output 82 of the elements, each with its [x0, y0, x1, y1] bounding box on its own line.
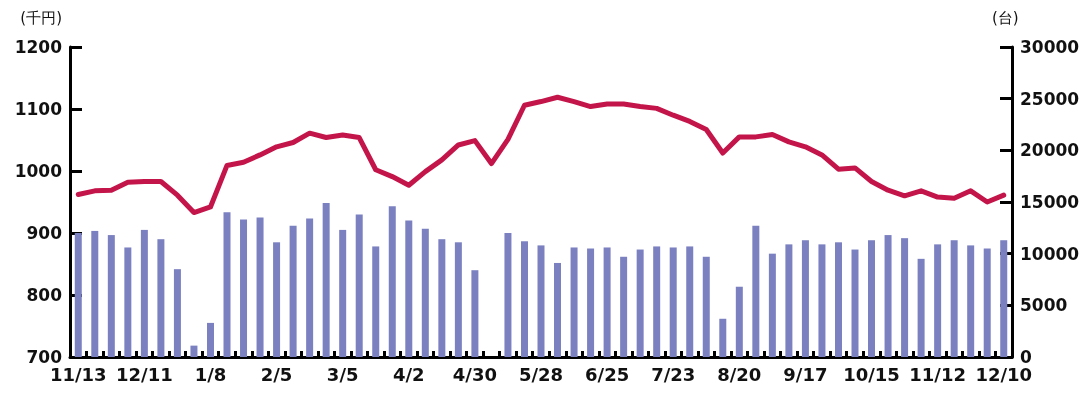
- y2-tick-label: 5000: [1020, 295, 1068, 316]
- bar: [273, 242, 281, 357]
- bar: [157, 239, 165, 357]
- bar: [636, 249, 644, 357]
- x-tick-label: 4/2: [392, 363, 425, 385]
- bar: [140, 229, 148, 357]
- bar: [306, 218, 314, 357]
- bar: [372, 246, 380, 357]
- bar: [653, 246, 661, 357]
- bar: [934, 244, 942, 357]
- bar: [801, 240, 809, 357]
- x-tick-label: 4/30: [452, 363, 497, 385]
- bar: [735, 286, 743, 357]
- y-tick-label: 900: [26, 223, 63, 243]
- bar: [91, 230, 99, 357]
- x-tick-label: 9/17: [783, 363, 828, 385]
- bar: [256, 217, 264, 357]
- bar: [339, 229, 347, 357]
- bar: [289, 225, 297, 357]
- bar: [950, 240, 958, 357]
- y-tick-label: 1100: [14, 99, 63, 119]
- bar: [868, 240, 876, 357]
- x-tick-label: 6/25: [585, 363, 630, 385]
- bar: [785, 244, 793, 357]
- bar: [719, 318, 727, 357]
- bar: [901, 238, 909, 357]
- x-tick-label: 3/5: [326, 363, 359, 385]
- bar: [834, 242, 842, 357]
- bar: [355, 214, 363, 357]
- x-tick-label: 5/28: [518, 363, 564, 385]
- y2-tick-label: 10000: [1020, 243, 1080, 264]
- bar: [570, 247, 578, 357]
- bar: [454, 242, 462, 357]
- y2-axis-title: (台): [992, 8, 1019, 27]
- bar: [967, 245, 975, 357]
- y2-tick-label: 15000: [1020, 192, 1080, 212]
- x-tick-label: 2/5: [260, 363, 293, 385]
- x-tick-label: 12/11: [116, 363, 173, 385]
- y2-tick-label: 30000: [1020, 37, 1080, 57]
- bar: [421, 228, 429, 357]
- bar: [405, 220, 413, 357]
- bar: [983, 248, 991, 357]
- bar: [851, 249, 859, 357]
- bar: [587, 248, 595, 357]
- bar: [322, 203, 330, 357]
- x-tick-label: 10/15: [843, 363, 900, 385]
- bar: [388, 206, 396, 357]
- y2-tick-label: 20000: [1020, 140, 1080, 161]
- bar: [107, 235, 115, 357]
- bar: [74, 233, 82, 357]
- bar: [686, 246, 694, 357]
- bar: [884, 235, 892, 357]
- y-tick-label: 1200: [14, 37, 63, 57]
- bar: [223, 212, 231, 357]
- bar: [917, 258, 925, 357]
- bar: [471, 270, 479, 357]
- bar: [206, 322, 214, 357]
- bar: [620, 256, 628, 357]
- bar: [554, 262, 562, 357]
- bar: [669, 247, 677, 357]
- x-tick-label: 7/23: [651, 363, 696, 385]
- y-tick-label: 800: [26, 285, 63, 305]
- x-tick-label: 11/12: [909, 363, 966, 385]
- y2-tick-label: 25000: [1020, 88, 1080, 109]
- y-axis-title: (千円): [20, 8, 62, 27]
- bar: [603, 247, 611, 357]
- bar: [190, 345, 198, 357]
- bar: [1000, 240, 1008, 357]
- bar: [438, 239, 446, 357]
- bar: [537, 245, 545, 357]
- bar: [768, 253, 776, 357]
- bar: [818, 244, 826, 357]
- y-tick-label: 1000: [14, 161, 63, 181]
- bar: [752, 225, 760, 357]
- bar: [173, 269, 181, 357]
- bar: [240, 219, 248, 357]
- x-tick-label: 8/20: [717, 363, 762, 385]
- bar: [124, 247, 132, 357]
- bar: [702, 256, 710, 357]
- bar: [504, 233, 512, 357]
- bar: [520, 241, 528, 357]
- x-tick-label: 1/8: [194, 363, 227, 385]
